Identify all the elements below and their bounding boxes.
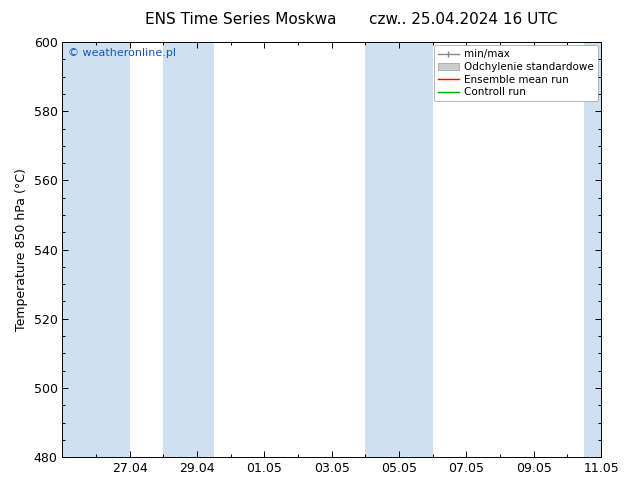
Y-axis label: Temperature 850 hPa (°C): Temperature 850 hPa (°C) [15, 168, 28, 331]
Bar [62, 42, 130, 457]
Bar [365, 42, 433, 457]
Text: ENS Time Series Moskwa: ENS Time Series Moskwa [145, 12, 337, 27]
Bar [585, 42, 618, 457]
Text: © weatheronline.pl: © weatheronline.pl [68, 49, 176, 58]
Text: czw.. 25.04.2024 16 UTC: czw.. 25.04.2024 16 UTC [368, 12, 557, 27]
Legend: min/max, Odchylenie standardowe, Ensemble mean run, Controll run: min/max, Odchylenie standardowe, Ensembl… [434, 45, 598, 101]
Bar [164, 42, 214, 457]
